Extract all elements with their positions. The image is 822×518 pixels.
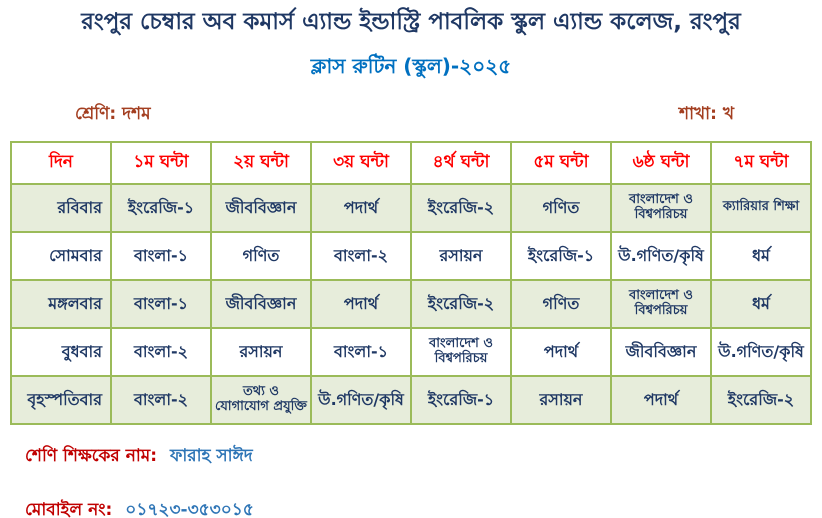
- subject-cell: ইংরেজি-১: [510, 230, 612, 281]
- subject-cell: ধর্ম: [710, 278, 812, 329]
- header-row: দিন ১ম ঘন্টা ২য় ঘন্টা ৩য় ঘন্টা ৪র্থ ঘন্টা ৫…: [10, 140, 812, 185]
- header-period-3: ৩য় ঘন্টা: [310, 140, 412, 185]
- meta-row: শ্রেণি: দশম শাখা: খ: [75, 101, 734, 129]
- table-row: সোমবার বাংলা-১ গণিত বাংলা-২ রসায়ন ইংরেজি-১ উ.…: [10, 230, 812, 281]
- routine-title: ক্লাস রুটিন (স্কুল)-২০২৫: [310, 53, 512, 78]
- section-label: শাখা:: [679, 103, 717, 124]
- teacher-info: শেণি শিক্ষকের নাম: ফারাহ সাঈদ: [25, 443, 822, 471]
- header-period-2: ২য় ঘন্টা: [210, 140, 312, 185]
- subject-cell: বাংলা-২: [310, 230, 412, 281]
- subject-cell: গণিত: [510, 278, 612, 329]
- subject-cell: পদার্থ: [310, 278, 412, 329]
- subject-cell: ক্যারিয়ার শিক্ষা: [710, 182, 812, 233]
- subject-cell: জীববিজ্ঞান: [210, 278, 312, 329]
- teacher-name: ফারাহ সাঈদ: [169, 445, 253, 466]
- subject-cell: বাংলাদেশ ও বিশ্বপরিচয়: [610, 278, 712, 329]
- subject-cell: ইংরেজি-১: [410, 374, 512, 425]
- subject-cell: জীববিজ্ঞান: [210, 182, 312, 233]
- table-row: বৃহস্পতিবার বাংলা-২ তথ্য ও যোগাযোগ প্রযুক্…: [10, 374, 812, 425]
- mobile-label: মোবাইল নং:: [25, 499, 113, 518]
- subject-cell: ইংরেজি-২: [410, 278, 512, 329]
- subject-cell: ইংরেজি-২: [410, 182, 512, 233]
- subject-cell: উ.গণিত/কৃষি: [710, 326, 812, 377]
- table-row: বুধবার বাংলা-২ রসায়ন বাংলা-১ বাংলাদেশ ও বিশ…: [10, 326, 812, 377]
- subject-cell: বাংলাদেশ ও বিশ্বপরিচয়: [610, 182, 712, 233]
- subject-cell: বাংলা-১: [110, 278, 212, 329]
- subject-cell: বাংলা-২: [110, 374, 212, 425]
- subject-cell: রসায়ন: [510, 374, 612, 425]
- subject-cell: পদার্থ: [310, 182, 412, 233]
- subject-cell: রসায়ন: [210, 326, 312, 377]
- school-title: রংপুর চেম্বার অব কমার্স এ্যান্ড ইন্ডাস্ট…: [81, 9, 741, 35]
- subject-cell: পদার্থ: [610, 374, 712, 425]
- subject-cell: উ.গণিত/কৃষি: [610, 230, 712, 281]
- section-value: খ: [722, 103, 734, 124]
- class-label: শ্রেণি:: [75, 103, 117, 124]
- subject-cell: রসায়ন: [410, 230, 512, 281]
- routine-table: দিন ১ম ঘন্টা ২য় ঘন্টা ৩য় ঘন্টা ৪র্থ ঘন্টা ৫…: [10, 140, 812, 425]
- subject-cell: ইংরেজি-১: [110, 182, 212, 233]
- routine-table-body: রবিবার ইংরেজি-১ জীববিজ্ঞান পদার্থ ইংরেজি-২ গণ…: [10, 182, 812, 425]
- routine-table-head: দিন ১ম ঘন্টা ২য় ঘন্টা ৩য় ঘন্টা ৪র্থ ঘন্টা ৫…: [10, 140, 812, 185]
- day-cell: বুধবার: [10, 326, 112, 377]
- subject-cell: ধর্ম: [710, 230, 812, 281]
- teacher-label: শেণি শিক্ষকের নাম:: [25, 445, 158, 466]
- header-period-5: ৫ম ঘন্টা: [510, 140, 612, 185]
- header-period-7: ৭ম ঘন্টা: [710, 140, 812, 185]
- subject-cell: বাংলা-১: [110, 230, 212, 281]
- class-info: শ্রেণি: দশম: [75, 101, 151, 129]
- header-period-6: ৬ষ্ঠ ঘন্টা: [610, 140, 712, 185]
- day-cell: সোমবার: [10, 230, 112, 281]
- subject-cell: বাংলা-২: [110, 326, 212, 377]
- subject-cell: বাংলাদেশ ও বিশ্বপরিচয়: [410, 326, 512, 377]
- table-row: রবিবার ইংরেজি-১ জীববিজ্ঞান পদার্থ ইংরেজি-২ গণ…: [10, 182, 812, 233]
- subject-cell: গণিত: [510, 182, 612, 233]
- subject-cell: উ.গণিত/কৃষি: [310, 374, 412, 425]
- header-period-1: ১ম ঘন্টা: [110, 140, 212, 185]
- subject-cell: বাংলা-১: [310, 326, 412, 377]
- day-cell: মঙ্গলবার: [10, 278, 112, 329]
- header-day: দিন: [10, 140, 112, 185]
- mobile-info: মোবাইল নং: ০১৭২৩-৩৫৩০১৫: [25, 497, 822, 518]
- subject-cell: গণিত: [210, 230, 312, 281]
- table-row: মঙ্গলবার বাংলা-১ জীববিজ্ঞান পদার্থ ইংরেজি-২ গ…: [10, 278, 812, 329]
- header-period-4: ৪র্থ ঘন্টা: [410, 140, 512, 185]
- day-cell: বৃহস্পতিবার: [10, 374, 112, 425]
- subject-cell: তথ্য ও যোগাযোগ প্রযুক্তি: [210, 374, 312, 425]
- subject-cell: ইংরেজি-২: [710, 374, 812, 425]
- subject-cell: পদার্থ: [510, 326, 612, 377]
- mobile-number: ০১৭২৩-৩৫৩০১৫: [125, 499, 254, 518]
- section-info: শাখা: খ: [679, 101, 734, 129]
- class-value: দশম: [122, 103, 151, 124]
- subject-cell: জীববিজ্ঞান: [610, 326, 712, 377]
- day-cell: রবিবার: [10, 182, 112, 233]
